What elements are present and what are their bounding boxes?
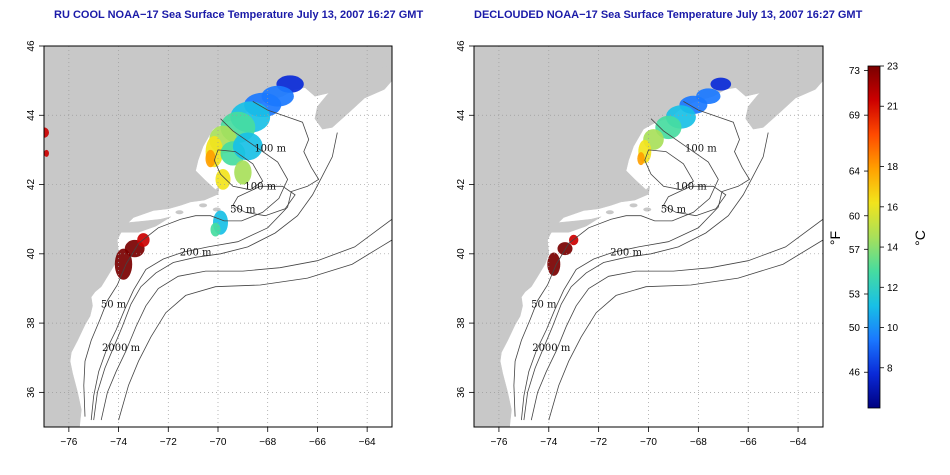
latitude-tick-label: 36 xyxy=(456,386,467,398)
latitude-tick-label: 42 xyxy=(26,179,37,191)
contour-labels: 100 m 100 m 50 m 200 m 50 m 2000 m xyxy=(531,144,717,354)
sst-patches xyxy=(547,77,732,276)
longitude-tick-label: −72 xyxy=(590,437,607,448)
longitude-axis: −76 −74 −72 −70 −68 −66 −64 xyxy=(490,427,807,448)
longitude-tick-label: −68 xyxy=(690,437,707,448)
contour-label: 50 m xyxy=(531,300,557,311)
bathymetry-contours xyxy=(513,101,823,421)
contour-label: 100 m xyxy=(675,182,707,193)
longitude-tick-label: −74 xyxy=(540,437,557,448)
fahrenheit-ticks: 73 69 64 60 57 53 50 46 xyxy=(849,66,868,379)
longitude-tick-label: −64 xyxy=(790,437,807,448)
fahrenheit-tick-label: 50 xyxy=(849,323,861,334)
celsius-tick-label: 8 xyxy=(887,363,893,374)
celsius-tick-label: 21 xyxy=(887,102,899,113)
celsius-tick-label: 12 xyxy=(887,283,899,294)
fahrenheit-label: °F xyxy=(827,231,843,245)
longitude-tick-label: −64 xyxy=(359,437,376,448)
celsius-tick-label: 10 xyxy=(887,323,899,334)
longitude-tick-label: −66 xyxy=(309,437,326,448)
longitude-tick-label: −76 xyxy=(60,437,77,448)
latitude-tick-label: 40 xyxy=(26,248,37,260)
contour-label: 50 m xyxy=(101,300,127,311)
contour-label: 2000 m xyxy=(532,343,571,354)
latitude-tick-label: 36 xyxy=(26,386,37,398)
contour-label: 100 m xyxy=(254,144,286,155)
land-mass xyxy=(474,46,823,427)
longitude-tick-label: −72 xyxy=(160,437,177,448)
panel-title-left: RU COOL NOAA−17 Sea Surface Temperature … xyxy=(54,9,424,21)
fahrenheit-tick-label: 46 xyxy=(849,368,861,379)
celsius-tick-label: 16 xyxy=(887,202,899,213)
temperature-colorbar: 73 69 64 60 57 53 50 46 23 21 18 16 14 12 10 8 °F °C xyxy=(827,62,928,409)
fahrenheit-tick-label: 60 xyxy=(849,211,861,222)
latitude-tick-label: 38 xyxy=(26,317,37,329)
longitude-tick-label: −76 xyxy=(490,437,507,448)
fahrenheit-tick-label: 69 xyxy=(849,111,861,122)
latitude-tick-label: 46 xyxy=(456,40,467,52)
longitude-tick-label: −70 xyxy=(640,437,657,448)
contour-labels: 100 m 100 m 50 m 200 m 50 m 2000 m xyxy=(101,144,287,354)
celsius-tick-label: 18 xyxy=(887,162,899,173)
contour-label: 200 m xyxy=(610,248,642,259)
longitude-tick-label: −70 xyxy=(210,437,227,448)
celsius-label: °C xyxy=(912,230,928,246)
bathymetry-contours xyxy=(83,101,392,421)
latitude-tick-label: 44 xyxy=(456,109,467,121)
contour-label: 2000 m xyxy=(102,343,141,354)
panel-title-right: DECLOUDED NOAA−17 Sea Surface Temperatur… xyxy=(474,9,863,21)
contour-label: 100 m xyxy=(685,144,717,155)
latitude-axis: 36 38 40 42 44 46 xyxy=(26,40,44,398)
celsius-tick-label: 23 xyxy=(887,62,899,73)
latitude-tick-label: 46 xyxy=(26,40,37,52)
contour-label: 200 m xyxy=(180,248,212,259)
longitude-axis: −76 −74 −72 −70 −68 −66 −64 xyxy=(60,427,376,448)
contour-label: 50 m xyxy=(230,204,256,215)
colorbar-scale xyxy=(867,65,881,409)
fahrenheit-tick-label: 57 xyxy=(849,245,861,256)
longitude-tick-label: −68 xyxy=(259,437,276,448)
celsius-ticks: 23 21 18 16 14 12 10 8 xyxy=(880,62,899,374)
latitude-tick-label: 40 xyxy=(456,248,467,260)
sst-patches xyxy=(44,75,304,280)
celsius-tick-label: 14 xyxy=(887,243,899,254)
fahrenheit-tick-label: 53 xyxy=(849,290,861,301)
contour-label: 100 m xyxy=(244,182,276,193)
fahrenheit-tick-label: 73 xyxy=(849,66,861,77)
latitude-tick-label: 38 xyxy=(456,317,467,329)
latitude-tick-label: 42 xyxy=(456,179,467,191)
longitude-tick-label: −74 xyxy=(110,437,127,448)
latitude-tick-label: 44 xyxy=(26,109,37,121)
fahrenheit-tick-label: 64 xyxy=(849,167,861,178)
land-mass xyxy=(44,46,392,427)
contour-label: 50 m xyxy=(661,204,687,215)
longitude-tick-label: −66 xyxy=(740,437,757,448)
latitude-axis: 36 38 40 42 44 46 xyxy=(456,40,474,398)
